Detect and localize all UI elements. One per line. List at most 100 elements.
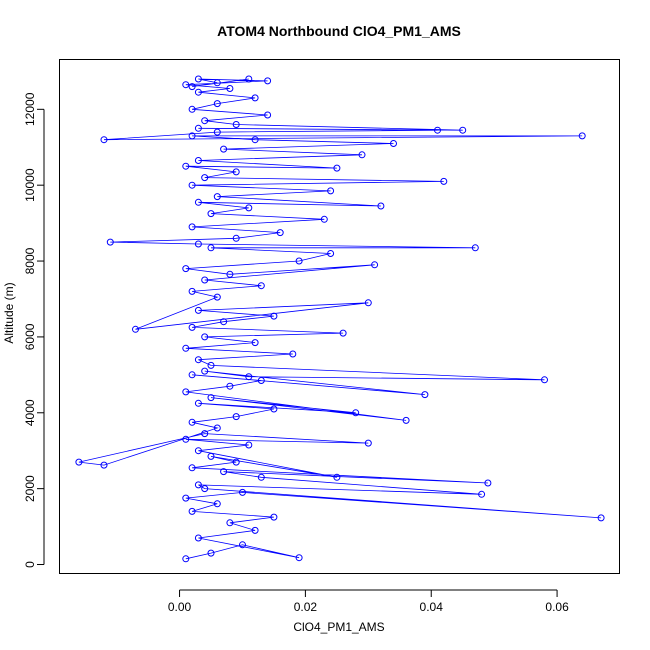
- data-point: [220, 145, 228, 153]
- y-axis: 0 2000 4000 6000 8000 10000 12000: [23, 92, 45, 568]
- data-point: [251, 136, 259, 144]
- y-tick-label: 0: [23, 561, 37, 568]
- data-point: [257, 282, 265, 290]
- data-point: [440, 177, 448, 185]
- data-point: [213, 500, 221, 508]
- data-point: [358, 151, 366, 159]
- data-point: [289, 350, 297, 358]
- data-point: [188, 83, 196, 91]
- data-point: [371, 261, 379, 269]
- data-point: [213, 128, 221, 136]
- data-point: [201, 367, 209, 375]
- data-point: [188, 371, 196, 379]
- x-tick-label: 0.00: [168, 600, 192, 614]
- x-tick-label: 0.06: [545, 600, 569, 614]
- data-point: [245, 373, 253, 381]
- data-point: [213, 424, 221, 432]
- data-point: [188, 507, 196, 515]
- data-point: [207, 452, 215, 460]
- data-point: [276, 229, 284, 237]
- data-point: [182, 555, 190, 563]
- data-point: [207, 394, 215, 402]
- data-point: [194, 240, 202, 248]
- data-point: [188, 464, 196, 472]
- data-point: [226, 382, 234, 390]
- x-axis: 0.00 0.02 0.04 0.06: [168, 589, 569, 614]
- y-tick-label: 6000: [23, 323, 37, 350]
- data-point: [257, 377, 265, 384]
- data-point: [201, 333, 209, 341]
- data-point: [459, 126, 467, 134]
- data-point: [245, 75, 253, 83]
- data-point: [251, 94, 259, 102]
- data-point: [194, 198, 202, 206]
- y-tick-label: 10000: [23, 168, 37, 202]
- data-point: [194, 447, 202, 455]
- data-point: [333, 164, 341, 172]
- data-point: [327, 187, 335, 195]
- data-point: [327, 250, 335, 257]
- data-point: [201, 117, 209, 125]
- data-point: [239, 488, 246, 496]
- data-point: [100, 461, 108, 469]
- data-point: [207, 549, 215, 557]
- data-point: [226, 85, 234, 92]
- data-point: [207, 244, 215, 252]
- data-point: [201, 174, 209, 182]
- data-point: [257, 473, 265, 481]
- data-point: [264, 111, 272, 119]
- data-point: [207, 361, 215, 369]
- data-point: [232, 234, 240, 242]
- data-point: [213, 193, 221, 201]
- data-point: [270, 405, 278, 413]
- data-point: [364, 439, 372, 447]
- data-point: [213, 100, 221, 108]
- data-point: [194, 88, 202, 96]
- data-point: [194, 306, 202, 314]
- data-point: [194, 399, 202, 407]
- data-point: [239, 541, 246, 549]
- y-axis-label: Altitude (m): [2, 282, 16, 343]
- data-point: [541, 376, 548, 384]
- data-point: [352, 409, 360, 417]
- data-point: [75, 458, 83, 466]
- plot-frame: [59, 59, 620, 574]
- y-tick-label: 2000: [23, 475, 37, 502]
- data-point: [188, 323, 196, 331]
- data-point: [188, 223, 196, 231]
- plot-area: [75, 75, 605, 563]
- data-point: [194, 356, 202, 364]
- y-tick-label: 4000: [23, 399, 37, 426]
- y-tick-label: 8000: [23, 247, 37, 274]
- data-point: [597, 514, 605, 522]
- data-point: [232, 168, 240, 176]
- data-point: [132, 325, 139, 333]
- data-point: [226, 519, 234, 527]
- y-tick-label: 12000: [23, 92, 37, 126]
- data-point: [295, 257, 303, 265]
- data-point: [377, 202, 385, 210]
- x-tick-label: 0.04: [420, 600, 444, 614]
- data-point: [188, 287, 196, 295]
- data-point: [421, 391, 429, 399]
- data-point: [434, 126, 441, 134]
- data-point: [100, 136, 108, 144]
- data-point: [201, 276, 209, 284]
- data-point: [220, 468, 228, 476]
- data-point: [194, 157, 202, 164]
- x-tick-label: 0.02: [294, 600, 318, 614]
- data-point: [220, 318, 228, 326]
- data-point: [320, 215, 328, 223]
- data-point: [194, 75, 202, 83]
- data-point: [182, 435, 190, 443]
- data-point: [188, 105, 196, 113]
- data-point: [188, 132, 196, 140]
- data-point: [471, 244, 479, 252]
- data-point: [295, 554, 303, 562]
- data-point: [182, 162, 190, 170]
- data-point: [213, 293, 221, 301]
- data-point: [245, 441, 253, 449]
- x-axis-label: ClO4_PM1_AMS: [293, 620, 384, 634]
- data-point: [194, 124, 202, 132]
